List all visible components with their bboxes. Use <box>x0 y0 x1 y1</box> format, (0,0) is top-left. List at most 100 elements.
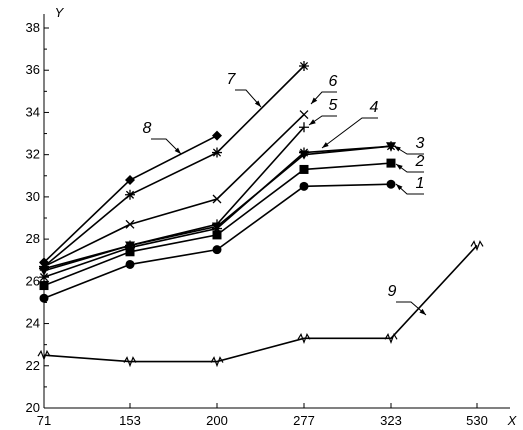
series-line-9 <box>43 244 478 363</box>
zigzag-marker <box>210 356 224 368</box>
data-point-marker <box>212 219 222 230</box>
data-point-marker <box>125 189 135 200</box>
circle-marker <box>125 259 135 269</box>
square-marker <box>39 281 49 291</box>
data-point-marker <box>212 130 222 141</box>
x-tick-label: 153 <box>119 413 141 428</box>
leader-line-9 <box>396 301 427 316</box>
data-point-marker <box>299 181 309 191</box>
x-tick-label: 277 <box>293 413 315 428</box>
triangle-marker <box>386 142 396 152</box>
y-tick-label: 36 <box>26 62 40 77</box>
leader-arrowhead <box>394 146 401 152</box>
data-point-marker <box>386 179 396 189</box>
plus-marker <box>299 122 309 133</box>
x-tick-label: 71 <box>37 413 51 428</box>
y-tick-label: 32 <box>26 147 40 162</box>
data-point-marker <box>125 219 135 229</box>
x-tick-label: 200 <box>206 413 228 428</box>
cross-marker <box>212 194 222 204</box>
asterisk-marker <box>212 147 222 158</box>
zigzag-marker <box>37 349 51 361</box>
leader-arrowhead <box>174 147 181 154</box>
series-label-7: 7 <box>227 71 237 88</box>
data-point-marker <box>39 293 49 303</box>
plus-marker <box>212 219 222 230</box>
series-label-2: 2 <box>415 153 425 170</box>
cross-marker <box>125 219 135 229</box>
y-tick-label: 22 <box>26 358 40 373</box>
y-tick-label: 34 <box>26 104 40 119</box>
series-lines <box>43 65 478 363</box>
leader-arrowhead <box>311 97 318 104</box>
data-point-marker <box>212 147 222 158</box>
data-point-marker <box>384 332 398 345</box>
series-label-5: 5 <box>329 97 338 114</box>
data-point-marker <box>123 356 137 368</box>
leader-arrowhead <box>396 184 403 191</box>
data-point-marker <box>125 259 135 269</box>
series-line-5 <box>43 126 305 270</box>
y-tick-label: 24 <box>26 316 40 331</box>
triangle-marker <box>299 150 309 160</box>
zigzag-marker <box>384 332 398 345</box>
data-point-marker <box>39 272 49 283</box>
leader-line-4 <box>321 117 378 149</box>
series-label-8: 8 <box>143 120 152 137</box>
y-tick-label: 26 <box>26 273 40 288</box>
circle-marker <box>212 245 222 255</box>
data-point-marker <box>299 164 309 174</box>
cross-marker <box>299 110 309 120</box>
y-axis-title: Y <box>55 5 65 20</box>
data-point-marker <box>125 240 135 251</box>
square-marker <box>212 230 222 240</box>
y-tick-label: 30 <box>26 189 40 204</box>
circle-marker <box>386 179 396 189</box>
diamond-marker <box>39 257 49 268</box>
leader-arrowhead <box>254 100 261 107</box>
series-label-9: 9 <box>388 283 397 300</box>
data-point-marker <box>299 122 309 133</box>
series-line-7 <box>43 65 305 268</box>
x-tick-label: 323 <box>380 413 402 428</box>
leader-line-7 <box>235 89 262 108</box>
diamond-marker <box>125 175 135 185</box>
leader-arrowhead <box>419 308 426 315</box>
data-point-marker <box>297 332 311 345</box>
data-point-marker <box>299 61 309 71</box>
zigzag-marker <box>297 332 311 345</box>
circle-marker <box>299 181 309 191</box>
label-leaders <box>151 89 427 316</box>
diamond-marker <box>212 130 222 141</box>
leader-arrowhead <box>396 164 403 170</box>
data-markers <box>37 61 484 368</box>
data-point-marker <box>212 230 222 240</box>
y-tick-label: 28 <box>26 231 40 246</box>
x-tick-label: 530 <box>466 413 488 428</box>
y-tick-label: 38 <box>26 20 40 35</box>
series-label-6: 6 <box>329 73 338 90</box>
data-point-marker <box>37 349 51 361</box>
data-point-marker <box>386 158 396 168</box>
x-axis-title: X <box>507 413 518 428</box>
data-point-marker <box>212 194 222 204</box>
data-point-marker <box>386 142 396 152</box>
data-point-marker <box>39 257 49 268</box>
zigzag-marker <box>123 356 137 368</box>
data-point-marker <box>210 356 224 368</box>
series-label-3: 3 <box>416 135 425 152</box>
leader-arrowhead <box>309 119 316 125</box>
asterisk-marker <box>39 272 49 283</box>
data-point-marker <box>299 150 309 160</box>
plus-marker <box>125 240 135 251</box>
series-label-4: 4 <box>370 99 379 116</box>
asterisk-marker <box>125 189 135 200</box>
asterisk-marker <box>299 61 309 71</box>
data-point-marker <box>470 240 484 252</box>
y-tick-label: 20 <box>26 400 40 415</box>
leader-arrowhead <box>322 142 329 148</box>
data-point-marker <box>125 175 135 185</box>
data-point-marker <box>299 110 309 120</box>
data-point-marker <box>212 245 222 255</box>
